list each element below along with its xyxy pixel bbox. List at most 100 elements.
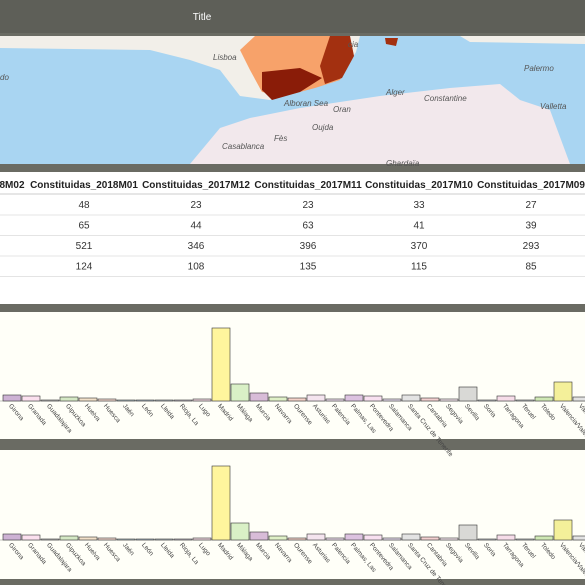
table-cell: 396 — [300, 241, 317, 252]
title: Title — [193, 12, 212, 23]
bar — [363, 395, 383, 402]
bar — [97, 398, 117, 402]
map-label: Oran — [333, 105, 351, 114]
table-cell: 48 — [78, 200, 90, 211]
bar — [2, 394, 22, 402]
bar — [534, 535, 554, 541]
bar — [382, 398, 402, 402]
map-label: do — [0, 73, 9, 82]
bar — [135, 538, 155, 541]
bar — [230, 522, 250, 541]
bar — [401, 533, 421, 541]
bar — [458, 386, 478, 402]
map-label: Casablanca — [222, 142, 265, 151]
bar — [287, 397, 307, 402]
bar — [154, 538, 174, 541]
bar — [2, 533, 22, 541]
map: do Lisboa cia Alger Palermo Constantine … — [0, 36, 585, 168]
bar — [515, 399, 535, 402]
column-header: Constituidas_2017M10 — [365, 180, 473, 191]
table-panel — [0, 172, 585, 304]
table-cell: 65 — [78, 221, 90, 232]
bar — [211, 327, 231, 402]
bar — [420, 536, 440, 541]
bar — [553, 381, 573, 402]
land — [190, 84, 570, 164]
bar — [306, 533, 326, 541]
land — [460, 36, 585, 44]
table-cell: 115 — [411, 262, 427, 273]
bar — [534, 396, 554, 402]
map-label: Lisboa — [213, 53, 237, 62]
bar — [173, 538, 193, 541]
bar — [78, 536, 98, 541]
bar — [306, 394, 326, 402]
bar — [382, 537, 402, 541]
bar — [287, 537, 307, 541]
bar — [515, 538, 535, 541]
bar — [40, 538, 60, 541]
map-label: Fès — [274, 134, 287, 143]
region — [262, 68, 322, 100]
table-cell: 124 — [76, 262, 93, 273]
map-label: Valletta — [540, 102, 567, 111]
bar — [496, 534, 516, 541]
column-header: 8M02 — [0, 180, 25, 191]
map-label: Palermo — [524, 64, 554, 73]
bar — [268, 396, 288, 402]
map-label: Oujda — [312, 123, 334, 132]
chart-panel — [0, 450, 585, 579]
bar — [154, 399, 174, 402]
bar — [40, 399, 60, 402]
bar — [59, 396, 79, 402]
bar — [249, 531, 269, 541]
bar — [211, 465, 231, 541]
map-label: Ghardaïa — [386, 159, 420, 168]
bar — [173, 399, 193, 402]
bar — [477, 538, 497, 541]
table-cell: 27 — [525, 200, 537, 211]
map-label: Alboran Sea — [283, 99, 329, 108]
column-header: Constituidas_2017M11 — [254, 180, 362, 191]
bar — [78, 397, 98, 402]
table-cell: 346 — [188, 241, 205, 252]
table-cell: 521 — [76, 241, 93, 252]
bar — [249, 392, 269, 402]
bar — [363, 534, 383, 541]
bar — [59, 535, 79, 541]
chart-panel — [0, 312, 585, 439]
bar — [458, 524, 478, 541]
title-bar — [0, 0, 585, 33]
map-label: cia — [348, 40, 359, 49]
table-cell: 135 — [300, 262, 317, 273]
column-header: Constituidas_2017M12 — [142, 180, 250, 191]
bar — [21, 395, 41, 402]
table-cell: 39 — [525, 221, 537, 232]
bar — [439, 398, 459, 402]
bar — [553, 519, 573, 541]
bar — [192, 537, 212, 541]
bar — [496, 395, 516, 402]
table-cell: 23 — [302, 200, 314, 211]
bar — [477, 399, 497, 402]
map-label: Alger — [385, 88, 405, 97]
bar — [230, 383, 250, 402]
region — [320, 36, 354, 84]
bar — [572, 535, 585, 541]
bar — [135, 399, 155, 402]
bar — [344, 533, 364, 541]
bar — [21, 534, 41, 541]
table-cell: 41 — [413, 221, 425, 232]
bar — [344, 394, 364, 402]
table-cell: 63 — [302, 221, 314, 232]
bar — [420, 397, 440, 402]
bar — [325, 398, 345, 402]
bar — [325, 537, 345, 541]
table-cell: 85 — [525, 262, 537, 273]
table-cell: 108 — [188, 262, 205, 273]
bar — [116, 399, 136, 402]
table: 8M02 Constituidas_2018M01 Constituidas_201… — [0, 180, 585, 277]
map-label: Constantine — [424, 94, 467, 103]
